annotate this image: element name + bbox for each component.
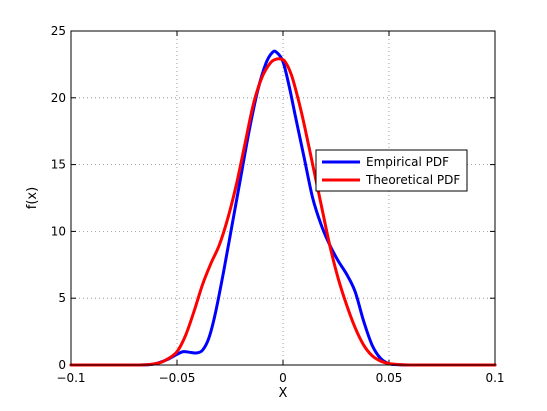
x-tick-label: 0.1 [485, 371, 504, 385]
legend-label-1: Theoretical PDF [365, 173, 460, 187]
plot-frame [70, 30, 496, 366]
y-tick-label: 0 [58, 358, 66, 372]
grid [71, 31, 495, 365]
y-tick-label: 25 [51, 24, 66, 38]
x-tick-label: −0.05 [159, 371, 196, 385]
x-axis-label: X [279, 386, 288, 401]
tick-labels: −0.1 −0.05 0 0.05 0.1 0 5 10 15 20 25 [51, 24, 505, 385]
x-tick-label: 0.05 [376, 371, 403, 385]
series-line-0 [69, 49, 497, 367]
y-axis-label: f(x) [25, 187, 40, 209]
y-tick-label: 15 [51, 158, 66, 172]
legend-box [315, 149, 468, 192]
y-tick-label: 20 [51, 91, 66, 105]
legend-label-0: Empirical PDF [366, 155, 449, 169]
plot-area [71, 31, 495, 365]
x-tick-label: −0.1 [56, 371, 85, 385]
y-tick-label: 10 [51, 224, 66, 238]
series-lines [69, 49, 497, 367]
legend: Empirical PDF Theoretical PDF [315, 149, 468, 192]
series-line-1 [69, 57, 497, 367]
y-tick-label: 5 [58, 291, 66, 305]
x-tick-label: 0 [279, 371, 287, 385]
